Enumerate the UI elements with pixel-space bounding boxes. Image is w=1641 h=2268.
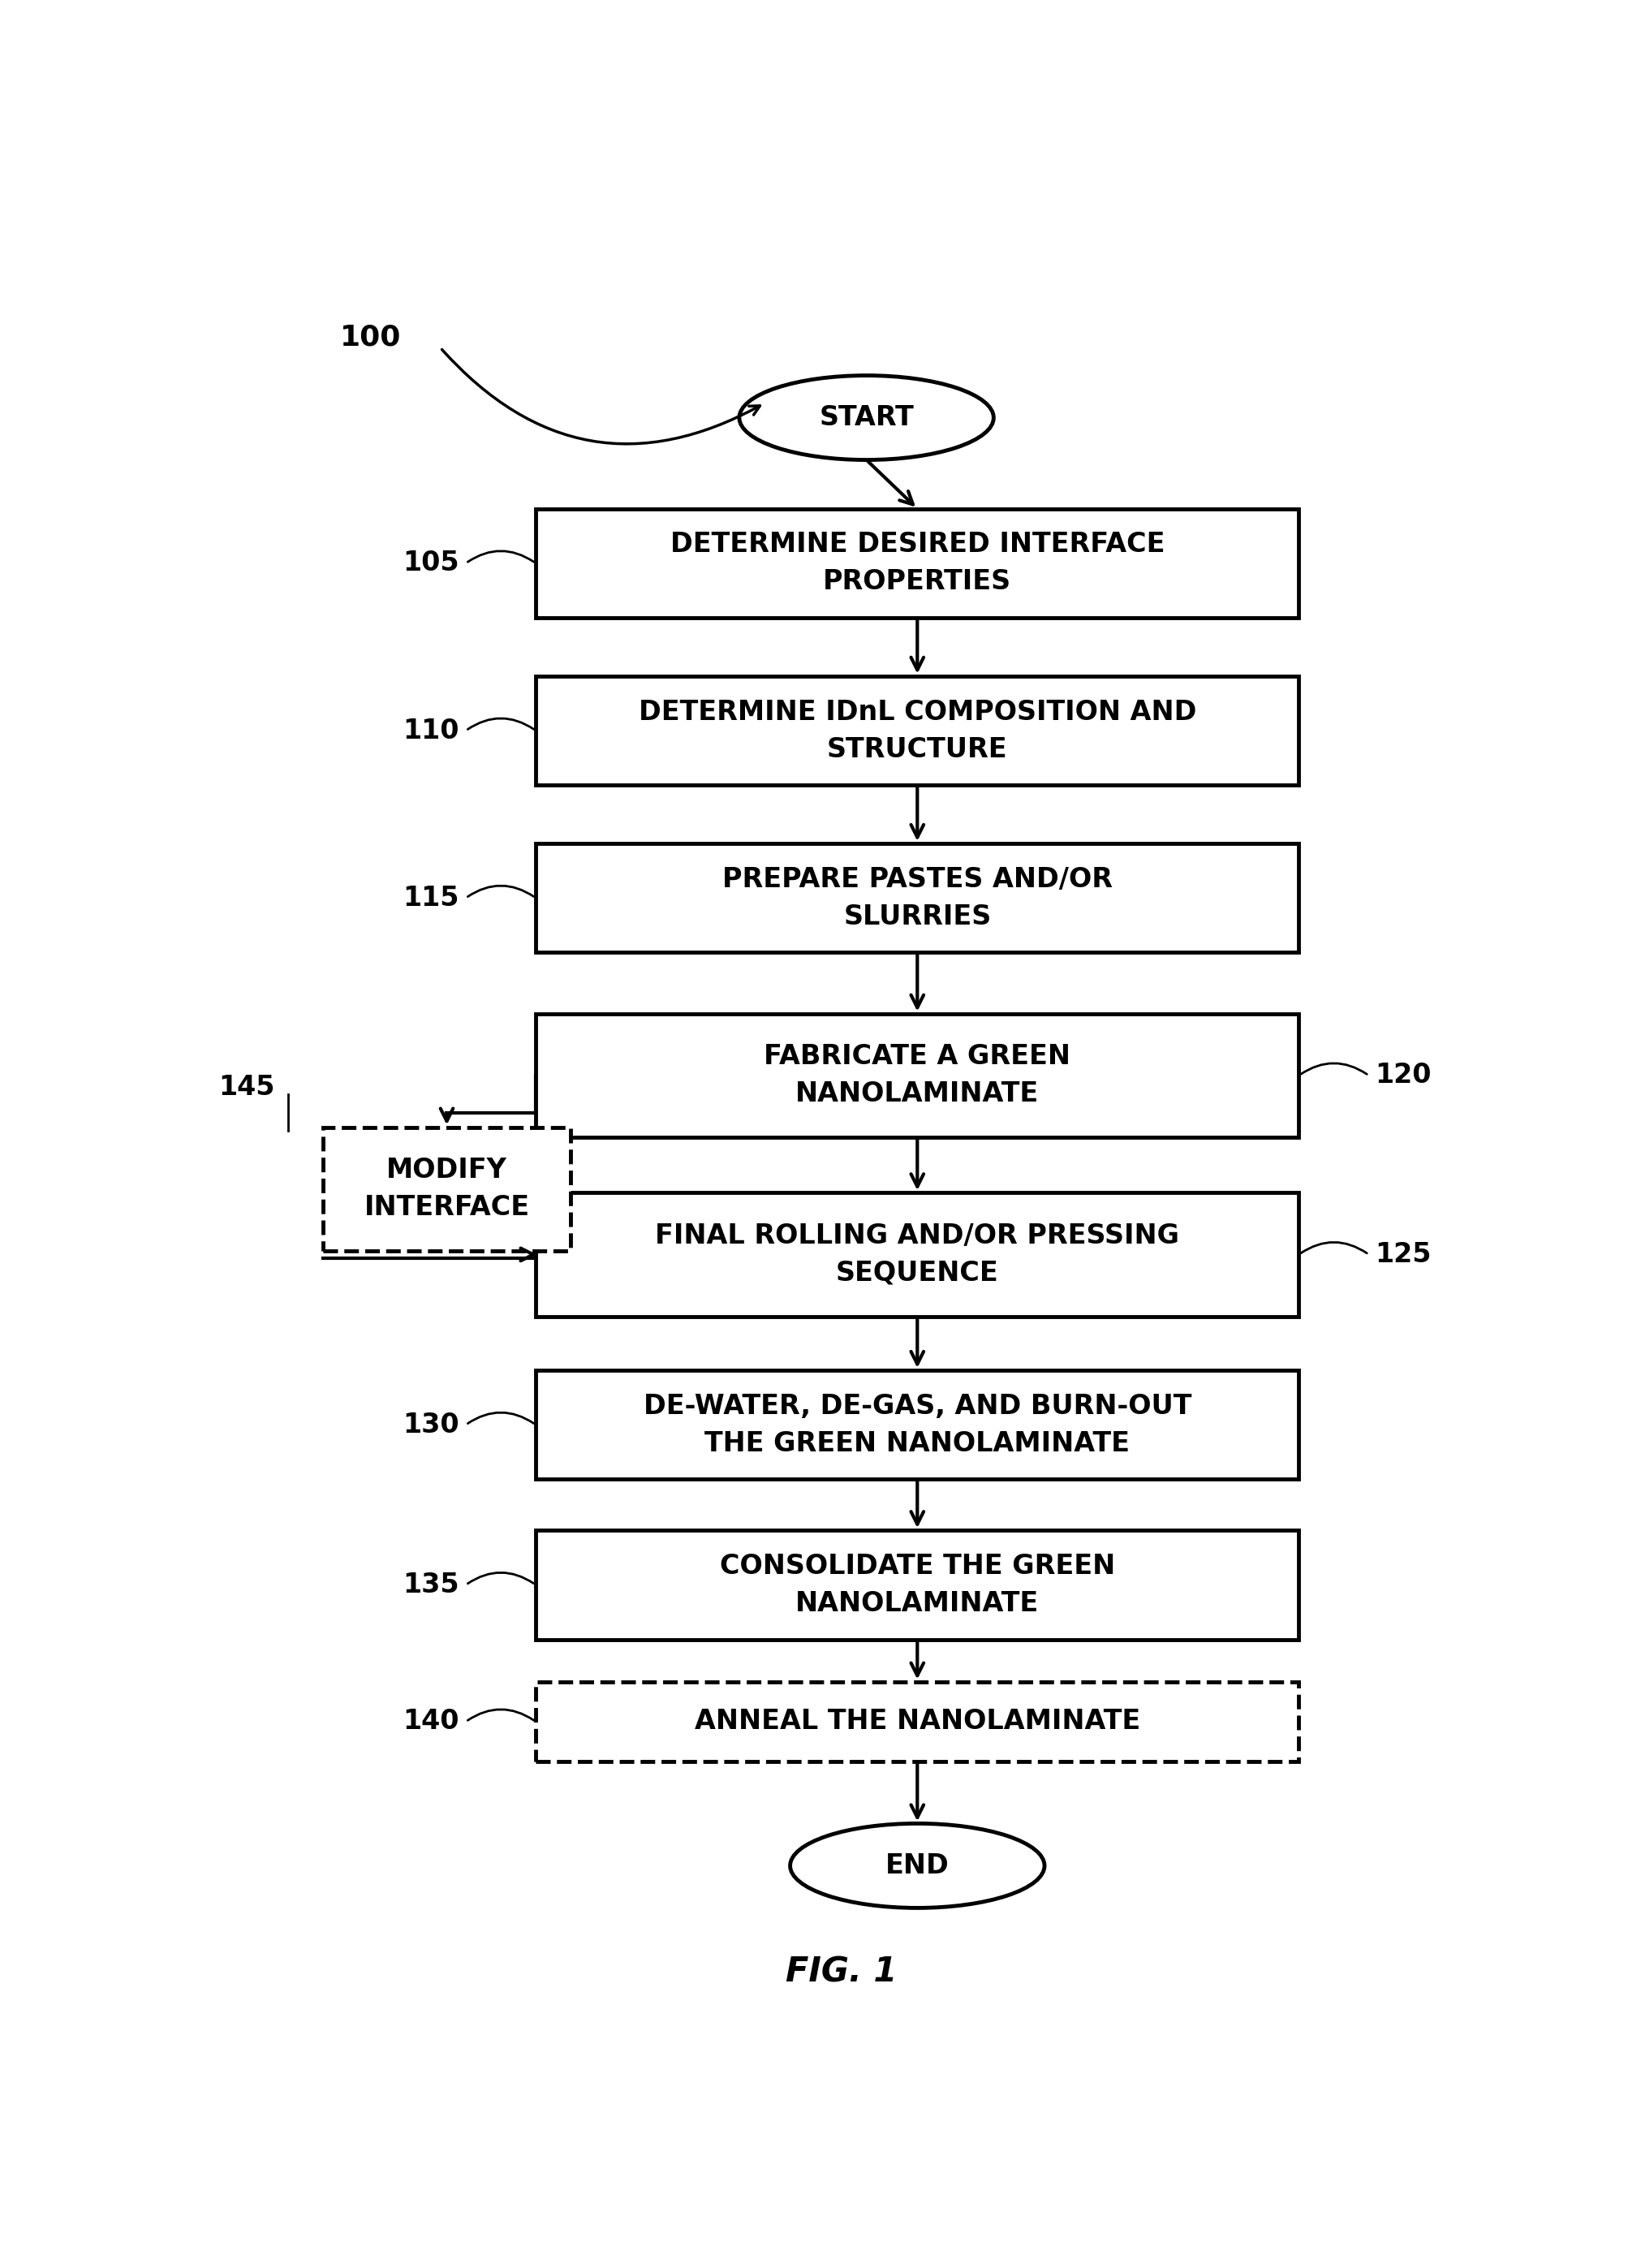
FancyBboxPatch shape — [537, 1531, 1300, 1640]
Text: MODIFY
INTERFACE: MODIFY INTERFACE — [364, 1157, 530, 1220]
FancyBboxPatch shape — [537, 844, 1300, 953]
Text: ANNEAL THE NANOLAMINATE: ANNEAL THE NANOLAMINATE — [694, 1708, 1140, 1735]
Text: 110: 110 — [404, 717, 459, 744]
Text: 105: 105 — [404, 549, 459, 576]
Text: 125: 125 — [1375, 1241, 1431, 1268]
Text: 130: 130 — [404, 1411, 459, 1438]
FancyBboxPatch shape — [537, 508, 1300, 617]
Text: 140: 140 — [404, 1708, 459, 1735]
Text: FIG. 1: FIG. 1 — [786, 1955, 896, 1989]
Text: START: START — [819, 404, 914, 431]
Text: 100: 100 — [340, 324, 400, 352]
FancyBboxPatch shape — [537, 1193, 1300, 1315]
Ellipse shape — [738, 376, 993, 460]
FancyBboxPatch shape — [537, 676, 1300, 785]
Text: CONSOLIDATE THE GREEN
NANOLAMINATE: CONSOLIDATE THE GREEN NANOLAMINATE — [720, 1554, 1114, 1617]
Text: 120: 120 — [1375, 1061, 1431, 1089]
Text: 115: 115 — [404, 885, 459, 912]
FancyBboxPatch shape — [537, 1014, 1300, 1136]
FancyBboxPatch shape — [323, 1127, 571, 1252]
Text: DETERMINE IDnL COMPOSITION AND
STRUCTURE: DETERMINE IDnL COMPOSITION AND STRUCTURE — [638, 699, 1196, 762]
FancyBboxPatch shape — [537, 1370, 1300, 1479]
Text: 145: 145 — [218, 1073, 276, 1100]
FancyBboxPatch shape — [537, 1681, 1300, 1762]
Text: 135: 135 — [404, 1572, 459, 1599]
Text: DETERMINE DESIRED INTERFACE
PROPERTIES: DETERMINE DESIRED INTERFACE PROPERTIES — [670, 531, 1165, 594]
Text: FABRICATE A GREEN
NANOLAMINATE: FABRICATE A GREEN NANOLAMINATE — [765, 1043, 1070, 1107]
Text: DE-WATER, DE-GAS, AND BURN-OUT
THE GREEN NANOLAMINATE: DE-WATER, DE-GAS, AND BURN-OUT THE GREEN… — [643, 1393, 1191, 1456]
Ellipse shape — [791, 1823, 1044, 1907]
Text: FINAL ROLLING AND/OR PRESSING
SEQUENCE: FINAL ROLLING AND/OR PRESSING SEQUENCE — [655, 1222, 1180, 1286]
Text: END: END — [886, 1853, 948, 1880]
Text: PREPARE PASTES AND/OR
SLURRIES: PREPARE PASTES AND/OR SLURRIES — [722, 866, 1113, 930]
